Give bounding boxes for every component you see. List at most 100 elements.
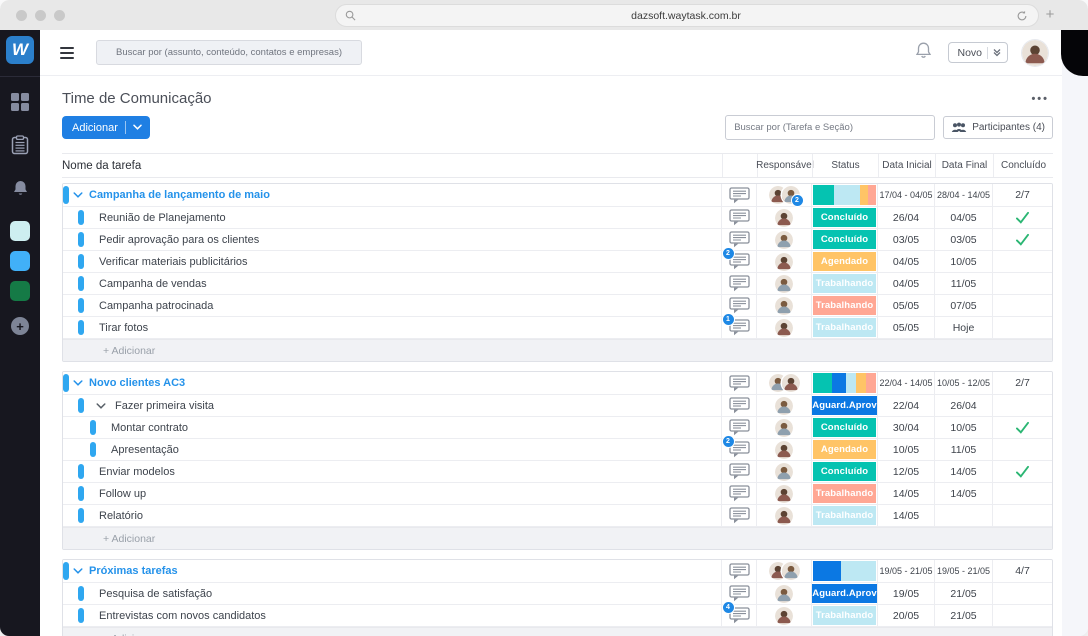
task-name-cell[interactable]: Verificar materiais publicitários — [63, 251, 721, 272]
comments-cell[interactable] — [721, 372, 756, 394]
comments-icon[interactable] — [728, 463, 750, 480]
add-task-row[interactable]: + Adicionar — [63, 339, 1052, 361]
data-final-cell[interactable]: Hoje — [934, 317, 992, 338]
data-final-cell[interactable]: 14/05 — [934, 483, 992, 504]
task-row[interactable]: Montar contrato Concluído 30/04 10/05 — [63, 417, 1052, 439]
status-chip[interactable]: Aguard.Aprov — [812, 584, 877, 603]
task-name[interactable]: Apresentação — [111, 443, 179, 456]
task-row[interactable]: Reunião de Planejamento Concluído 26/04 04/… — [63, 207, 1052, 229]
comments-cell[interactable] — [721, 207, 756, 228]
group-title[interactable]: Próximas tarefas — [89, 565, 178, 577]
avatar[interactable] — [768, 186, 787, 204]
comments-icon[interactable]: 2 — [721, 435, 750, 458]
status-cell[interactable]: Agendado — [811, 439, 877, 460]
task-name-cell[interactable]: Tirar fotos — [63, 317, 721, 338]
task-row[interactable]: Campanha de vendas Trabalhando 04/05 11/05 — [63, 273, 1052, 295]
data-final-cell[interactable]: 21/05 — [934, 605, 992, 626]
responsavel-cell[interactable] — [756, 295, 811, 316]
task-row[interactable]: Pedir aprovação para os clientes Concluíd… — [63, 229, 1052, 251]
task-row[interactable]: Verificar materiais publicitários 2 Agenda… — [63, 247, 1052, 273]
status-cell[interactable]: Aguard.Aprov — [811, 583, 877, 604]
responsavel-cell[interactable] — [756, 372, 811, 394]
status-cell[interactable]: Trabalhando — [811, 273, 877, 294]
maximize-window-button[interactable] — [54, 9, 65, 21]
task-name[interactable]: Montar contrato — [111, 421, 189, 434]
status-cell[interactable] — [811, 560, 877, 582]
data-final-cell[interactable]: 03/05 — [934, 229, 992, 250]
task-name[interactable]: Relatório — [99, 509, 144, 522]
comments-cell[interactable] — [721, 395, 756, 416]
concluido-cell[interactable] — [992, 417, 1052, 438]
data-final-cell[interactable]: 10/05 — [934, 251, 992, 272]
comments-icon[interactable]: 2 — [721, 247, 750, 270]
avatar[interactable] — [775, 440, 793, 459]
avatar[interactable] — [775, 506, 793, 525]
task-name[interactable]: Follow up — [99, 487, 147, 500]
data-inicial-cell[interactable]: 03/05 — [877, 229, 934, 250]
concluido-cell[interactable] — [992, 229, 1052, 250]
status-cell[interactable]: Trabalhando — [811, 317, 877, 338]
task-name-cell[interactable]: Campanha de vendas — [63, 273, 721, 294]
task-name-cell[interactable]: Reunião de Planejamento — [63, 207, 721, 228]
comments-cell[interactable]: 2 — [721, 247, 756, 272]
status-chip[interactable]: Agendado — [813, 440, 876, 459]
responsavel-cell[interactable] — [756, 583, 811, 604]
task-name-cell[interactable]: Campanha patrocinada — [63, 295, 721, 316]
task-row[interactable]: Entrevistas com novos candidatos 4 Trabalh… — [63, 601, 1052, 627]
board-cyan-shortcut[interactable] — [10, 221, 30, 241]
status-chip[interactable]: Concluído — [813, 230, 876, 249]
concluido-cell[interactable] — [992, 583, 1052, 604]
window-controls[interactable] — [16, 9, 65, 21]
comments-icon[interactable] — [728, 507, 750, 524]
avatar[interactable] — [775, 230, 793, 249]
responsavel-cell[interactable] — [756, 317, 811, 338]
task-name-cell[interactable]: Entrevistas com novos candidatos — [63, 605, 721, 626]
task-name-cell[interactable]: Enviar modelos — [63, 461, 721, 482]
task-row[interactable]: Tirar fotos 1 Trabalhando 05/05 Hoje — [63, 313, 1052, 339]
comments-icon[interactable] — [728, 419, 750, 436]
data-inicial-cell[interactable]: 22/04 - 14/05 — [877, 372, 934, 394]
status-chip[interactable]: Concluído — [813, 208, 876, 227]
task-name[interactable]: Tirar fotos — [99, 321, 149, 334]
task-name[interactable]: Pesquisa de satisfação — [99, 587, 213, 600]
participants-button[interactable]: Participantes (4) — [943, 116, 1053, 139]
concluido-cell[interactable] — [992, 461, 1052, 482]
comments-cell[interactable]: 4 — [721, 601, 756, 626]
responsavel-cell[interactable]: 2 — [756, 184, 811, 207]
data-final-cell[interactable]: 10/05 - 12/05 — [934, 372, 992, 394]
status-cell[interactable]: Concluído — [811, 229, 877, 250]
concluido-cell[interactable] — [992, 207, 1052, 228]
tasks-clipboard-icon[interactable] — [11, 135, 29, 155]
data-final-cell[interactable]: 04/05 — [934, 207, 992, 228]
status-chip[interactable]: Agendado — [813, 252, 876, 271]
data-inicial-cell[interactable]: 19/05 - 21/05 — [877, 560, 934, 582]
status-cell[interactable] — [811, 184, 877, 206]
comments-cell[interactable] — [721, 583, 756, 604]
global-search-input[interactable] — [96, 40, 362, 65]
task-name-cell[interactable]: Follow up — [63, 483, 721, 504]
group-avatars[interactable] — [768, 374, 800, 392]
status-cell[interactable]: Trabalhando — [811, 605, 877, 626]
status-chip[interactable]: Concluído — [813, 462, 876, 481]
data-inicial-cell[interactable]: 05/05 — [877, 317, 934, 338]
comments-icon[interactable] — [728, 231, 750, 248]
comments-icon[interactable] — [728, 397, 750, 414]
concluido-cell[interactable] — [992, 395, 1052, 416]
data-final-cell[interactable]: 07/05 — [934, 295, 992, 316]
task-row[interactable]: Follow up Trabalhando 14/05 14/05 — [63, 483, 1052, 505]
minimize-window-button[interactable] — [35, 9, 46, 21]
add-board-icon[interactable]: + — [11, 317, 29, 335]
task-name[interactable]: Fazer primeira visita — [115, 399, 215, 412]
concluido-cell[interactable] — [992, 295, 1052, 316]
avatar[interactable] — [775, 484, 793, 503]
comments-icon[interactable]: 4 — [721, 601, 750, 624]
responsavel-cell[interactable] — [756, 439, 811, 460]
responsavel-cell[interactable] — [756, 273, 811, 294]
comments-cell[interactable] — [721, 273, 756, 294]
group-header-row[interactable]: Novo clientes AC3 22/04 - 14/05 10/05 - 12… — [63, 372, 1052, 395]
responsavel-cell[interactable] — [756, 605, 811, 626]
task-search-input[interactable] — [725, 115, 936, 140]
close-window-button[interactable] — [16, 9, 27, 21]
avatar[interactable] — [775, 296, 793, 315]
task-row[interactable]: Enviar modelos Concluído 12/05 14/05 — [63, 461, 1052, 483]
